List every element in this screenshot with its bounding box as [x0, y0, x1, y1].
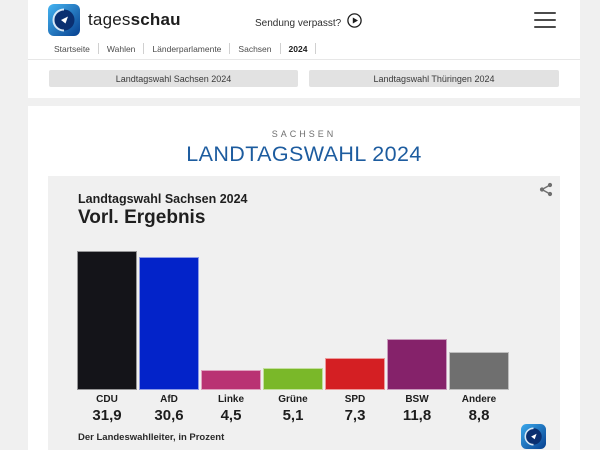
breadcrumb-item-2024[interactable]: 2024 — [288, 43, 308, 54]
bar-label-grne: Grüne — [278, 394, 308, 405]
bar-value-linke: 4,5 — [220, 407, 242, 424]
page-kicker: SACHSEN — [271, 129, 337, 139]
tagesschau-globe-icon — [521, 424, 546, 450]
bar-label-cdu: CDU — [96, 394, 118, 405]
breadcrumb-item-laenderparlamente[interactable]: Länderparlamente — [152, 43, 222, 54]
page-title: LANDTAGSWAHL 2024 — [186, 142, 422, 166]
bar-column-grne: Grüne 5,1 — [263, 251, 323, 424]
result-chart-card: Landtagswahl Sachsen 2024 Vorl. Ergebnis… — [48, 176, 560, 450]
breadcrumb-item-wahlen[interactable]: Wahlen — [106, 43, 136, 54]
bar-label-bsw: BSW — [405, 394, 429, 405]
bar-value-afd: 30,6 — [154, 407, 184, 424]
content-column: tagesschau Sendung verpasst? Startseite … — [28, 0, 580, 450]
share-icon[interactable] — [538, 182, 554, 198]
bar-afd — [139, 256, 199, 390]
breadcrumb-item-sachsen[interactable]: Sachsen — [238, 43, 272, 54]
broadcast-label: Sendung verpasst? — [255, 17, 342, 29]
bar-value-cdu: 31,9 — [92, 407, 122, 424]
brand-text-regular: tages — [88, 10, 131, 29]
tagesschau-globe-icon — [48, 4, 80, 36]
breadcrumb-separator — [229, 43, 231, 54]
bar-spd — [325, 358, 385, 390]
election-tabs: Landtagswahl Sachsen 2024 Landtagswahl T… — [28, 60, 580, 98]
bar-label-linke: Linke — [217, 394, 245, 405]
bar-label-spd: SPD — [344, 394, 366, 405]
chart-source: Der Landeswahlleiter, in Prozent — [78, 432, 225, 443]
hamburger-menu-icon — [534, 12, 556, 15]
bar-andere — [449, 351, 509, 390]
breadcrumb-separator — [97, 43, 99, 54]
bar-column-linke: Linke 4,5 — [201, 251, 261, 424]
menu-button[interactable] — [534, 12, 556, 28]
breadcrumb-separator — [315, 43, 317, 54]
main-content: SACHSEN LANDTAGSWAHL 2024 Landtagswahl S… — [28, 106, 580, 450]
bar-column-cdu: CDU 31,9 — [77, 251, 137, 424]
bar-value-andere: 8,8 — [468, 407, 490, 424]
bar-bsw — [387, 338, 447, 390]
site-header: tagesschau Sendung verpasst? Startseite … — [28, 0, 580, 60]
bar-column-spd: SPD 7,3 — [325, 251, 385, 424]
bar-column-bsw: BSW 11,8 — [387, 251, 447, 424]
bar-value-grne: 5,1 — [282, 407, 304, 424]
chart-subtitle: Vorl. Ergebnis — [78, 207, 206, 228]
bar-cdu — [77, 251, 137, 390]
tab-landtagswahl-sachsen[interactable]: Landtagswahl Sachsen 2024 — [49, 70, 298, 87]
tagesschau-logo[interactable]: tagesschau — [48, 4, 181, 36]
brand-text-bold: schau — [130, 10, 181, 29]
chart-title: Landtagswahl Sachsen 2024 — [78, 192, 248, 206]
bar-linke — [201, 370, 261, 390]
bar-chart: CDU 31,9 AfD 30,6 Linke 4,5 Grüne 5,1 SPD 7,3 BSW 1… — [77, 251, 509, 424]
bar-column-afd: AfD 30,6 — [139, 251, 199, 424]
bar-label-andere: Andere — [461, 394, 497, 405]
breadcrumb-separator — [279, 43, 281, 54]
breadcrumb-item-startseite[interactable]: Startseite — [54, 43, 90, 54]
bar-column-andere: Andere 8,8 — [449, 251, 509, 424]
bar-value-spd: 7,3 — [344, 407, 366, 424]
brand-wordmark: tagesschau — [88, 10, 181, 30]
play-icon — [347, 13, 362, 33]
bar-label-afd: AfD — [160, 394, 178, 405]
bar-grne — [263, 367, 323, 390]
breadcrumb: Startseite Wahlen Länderparlamente Sachs… — [54, 41, 324, 56]
breadcrumb-separator — [143, 43, 145, 54]
tab-landtagswahl-thueringen[interactable]: Landtagswahl Thüringen 2024 — [309, 70, 559, 87]
sendung-verpasst-link[interactable]: Sendung verpasst? — [255, 13, 362, 33]
bar-value-bsw: 11,8 — [402, 407, 432, 424]
